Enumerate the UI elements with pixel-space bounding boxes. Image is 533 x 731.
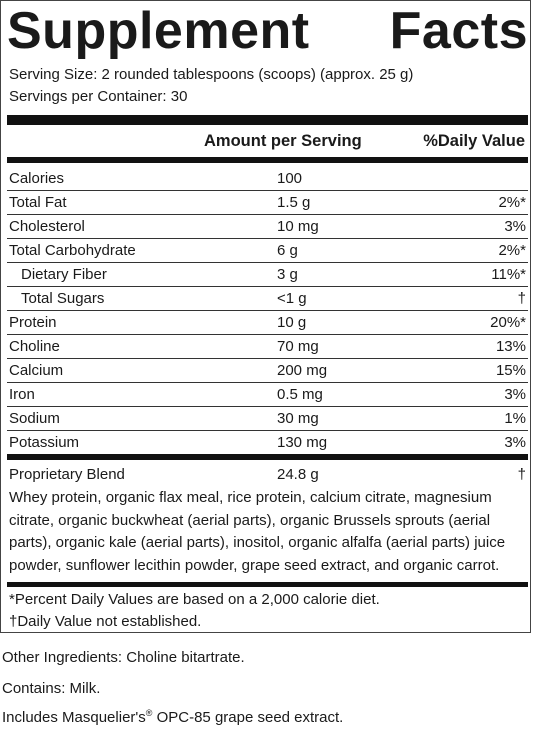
nutrient-daily-value: 11%* [491,266,526,283]
supplement-facts-panel: Supplement Facts Serving Size: 2 rounded… [0,0,531,633]
table-row: Total Carbohydrate 6 g 2%* [7,239,528,263]
nutrient-daily-value: 2%* [498,242,526,259]
row-divider [7,214,528,215]
nutrient-name: Calories [9,170,65,187]
nutrient-amount: <1 g [277,290,307,307]
includes-suffix: OPC-85 grape seed extract. [152,709,344,726]
table-row: Cholesterol 10 mg 3% [7,215,528,239]
nutrient-amount: 70 mg [277,338,319,355]
table-row: Calories 100 [7,167,528,191]
nutrient-daily-value: 3% [504,434,526,451]
row-divider [7,190,528,191]
contains-allergens: Contains: Milk. [2,680,101,697]
header-daily-value: %Daily Value [423,132,525,150]
nutrient-daily-value: 2%* [498,194,526,211]
nutrient-amount: 200 mg [277,362,328,379]
row-divider [7,262,528,263]
nutrient-daily-value: † [517,290,526,307]
thick-divider-top [7,115,528,125]
blend-amount: 24.8 g [277,466,319,483]
includes-prefix: Includes Masquelier's [2,709,146,726]
nutrient-daily-value: 1% [504,410,526,427]
nutrient-daily-value: 15% [495,362,526,379]
table-row: Calcium 200 mg 15% [7,359,528,383]
serving-size: Serving Size: 2 rounded tablespoons (sco… [9,66,414,83]
table-row: Potassium 130 mg 3% [7,431,528,455]
thick-divider-blend [7,454,528,460]
footnote-percent-daily: *Percent Daily Values are based on a 2,0… [9,591,380,608]
nutrient-name: Dietary Fiber [21,266,107,283]
nutrient-name: Total Fat [9,194,67,211]
row-divider [7,406,528,407]
blend-name: Proprietary Blend [9,466,125,483]
nutrient-amount: 1.5 g [277,194,311,211]
nutrient-amount: 0.5 mg [277,386,323,403]
nutrient-daily-value: 3% [504,218,526,235]
title-word-facts: Facts [389,2,528,60]
row-divider [7,238,528,239]
title-word-supplement: Supplement [7,2,310,60]
row-divider [7,430,528,431]
includes-statement: Includes Masquelier's® OPC-85 grape seed… [2,707,343,729]
registered-mark: ® [145,708,153,718]
nutrient-name: Iron [9,386,35,403]
nutrient-name: Potassium [9,434,80,451]
nutrient-daily-value: 13% [495,338,526,355]
nutrient-name: Protein [9,314,57,331]
nutrient-amount: 6 g [277,242,298,259]
nutrient-name: Total Sugars [21,290,105,307]
nutrient-amount: 3 g [277,266,298,283]
table-row: Total Fat 1.5 g 2%* [7,191,528,215]
table-row: Dietary Fiber 3 g 11%* [7,263,528,287]
nutrient-amount: 130 mg [277,434,328,451]
row-divider [7,334,528,335]
nutrient-amount: 100 [277,170,303,187]
nutrient-name: Cholesterol [9,218,85,235]
table-row-proprietary-blend: Proprietary Blend 24.8 g † [7,463,528,487]
nutrient-amount: 10 mg [277,218,319,235]
row-divider [7,358,528,359]
header-amount-per-serving: Amount per Serving [204,132,362,150]
nutrient-daily-value: 20%* [490,314,526,331]
panel-title: Supplement Facts [7,1,528,61]
thick-divider-bottom [7,582,528,587]
table-row: Choline 70 mg 13% [7,335,528,359]
nutrient-name: Calcium [9,362,64,379]
nutrient-amount: 10 g [277,314,307,331]
table-row: Protein 10 g 20%* [7,311,528,335]
blend-ingredients: Whey protein, organic flax meal, rice pr… [9,489,506,574]
nutrient-name: Sodium [9,410,60,427]
row-divider [7,310,528,311]
nutrient-name: Choline [9,338,60,355]
nutrient-daily-value: 3% [504,386,526,403]
thick-divider-header [7,157,528,163]
row-divider [7,286,528,287]
table-row: Sodium 30 mg 1% [7,407,528,431]
row-divider [7,382,528,383]
table-row: Iron 0.5 mg 3% [7,383,528,407]
blend-daily-value: † [517,466,526,483]
nutrient-amount: 30 mg [277,410,319,427]
other-ingredients: Other Ingredients: Choline bitartrate. [2,649,245,666]
nutrient-name: Total Carbohydrate [9,242,136,259]
footnote-dagger: †Daily Value not established. [9,613,202,630]
table-row: Total Sugars <1 g † [7,287,528,311]
servings-per-container: Servings per Container: 30 [9,88,188,105]
